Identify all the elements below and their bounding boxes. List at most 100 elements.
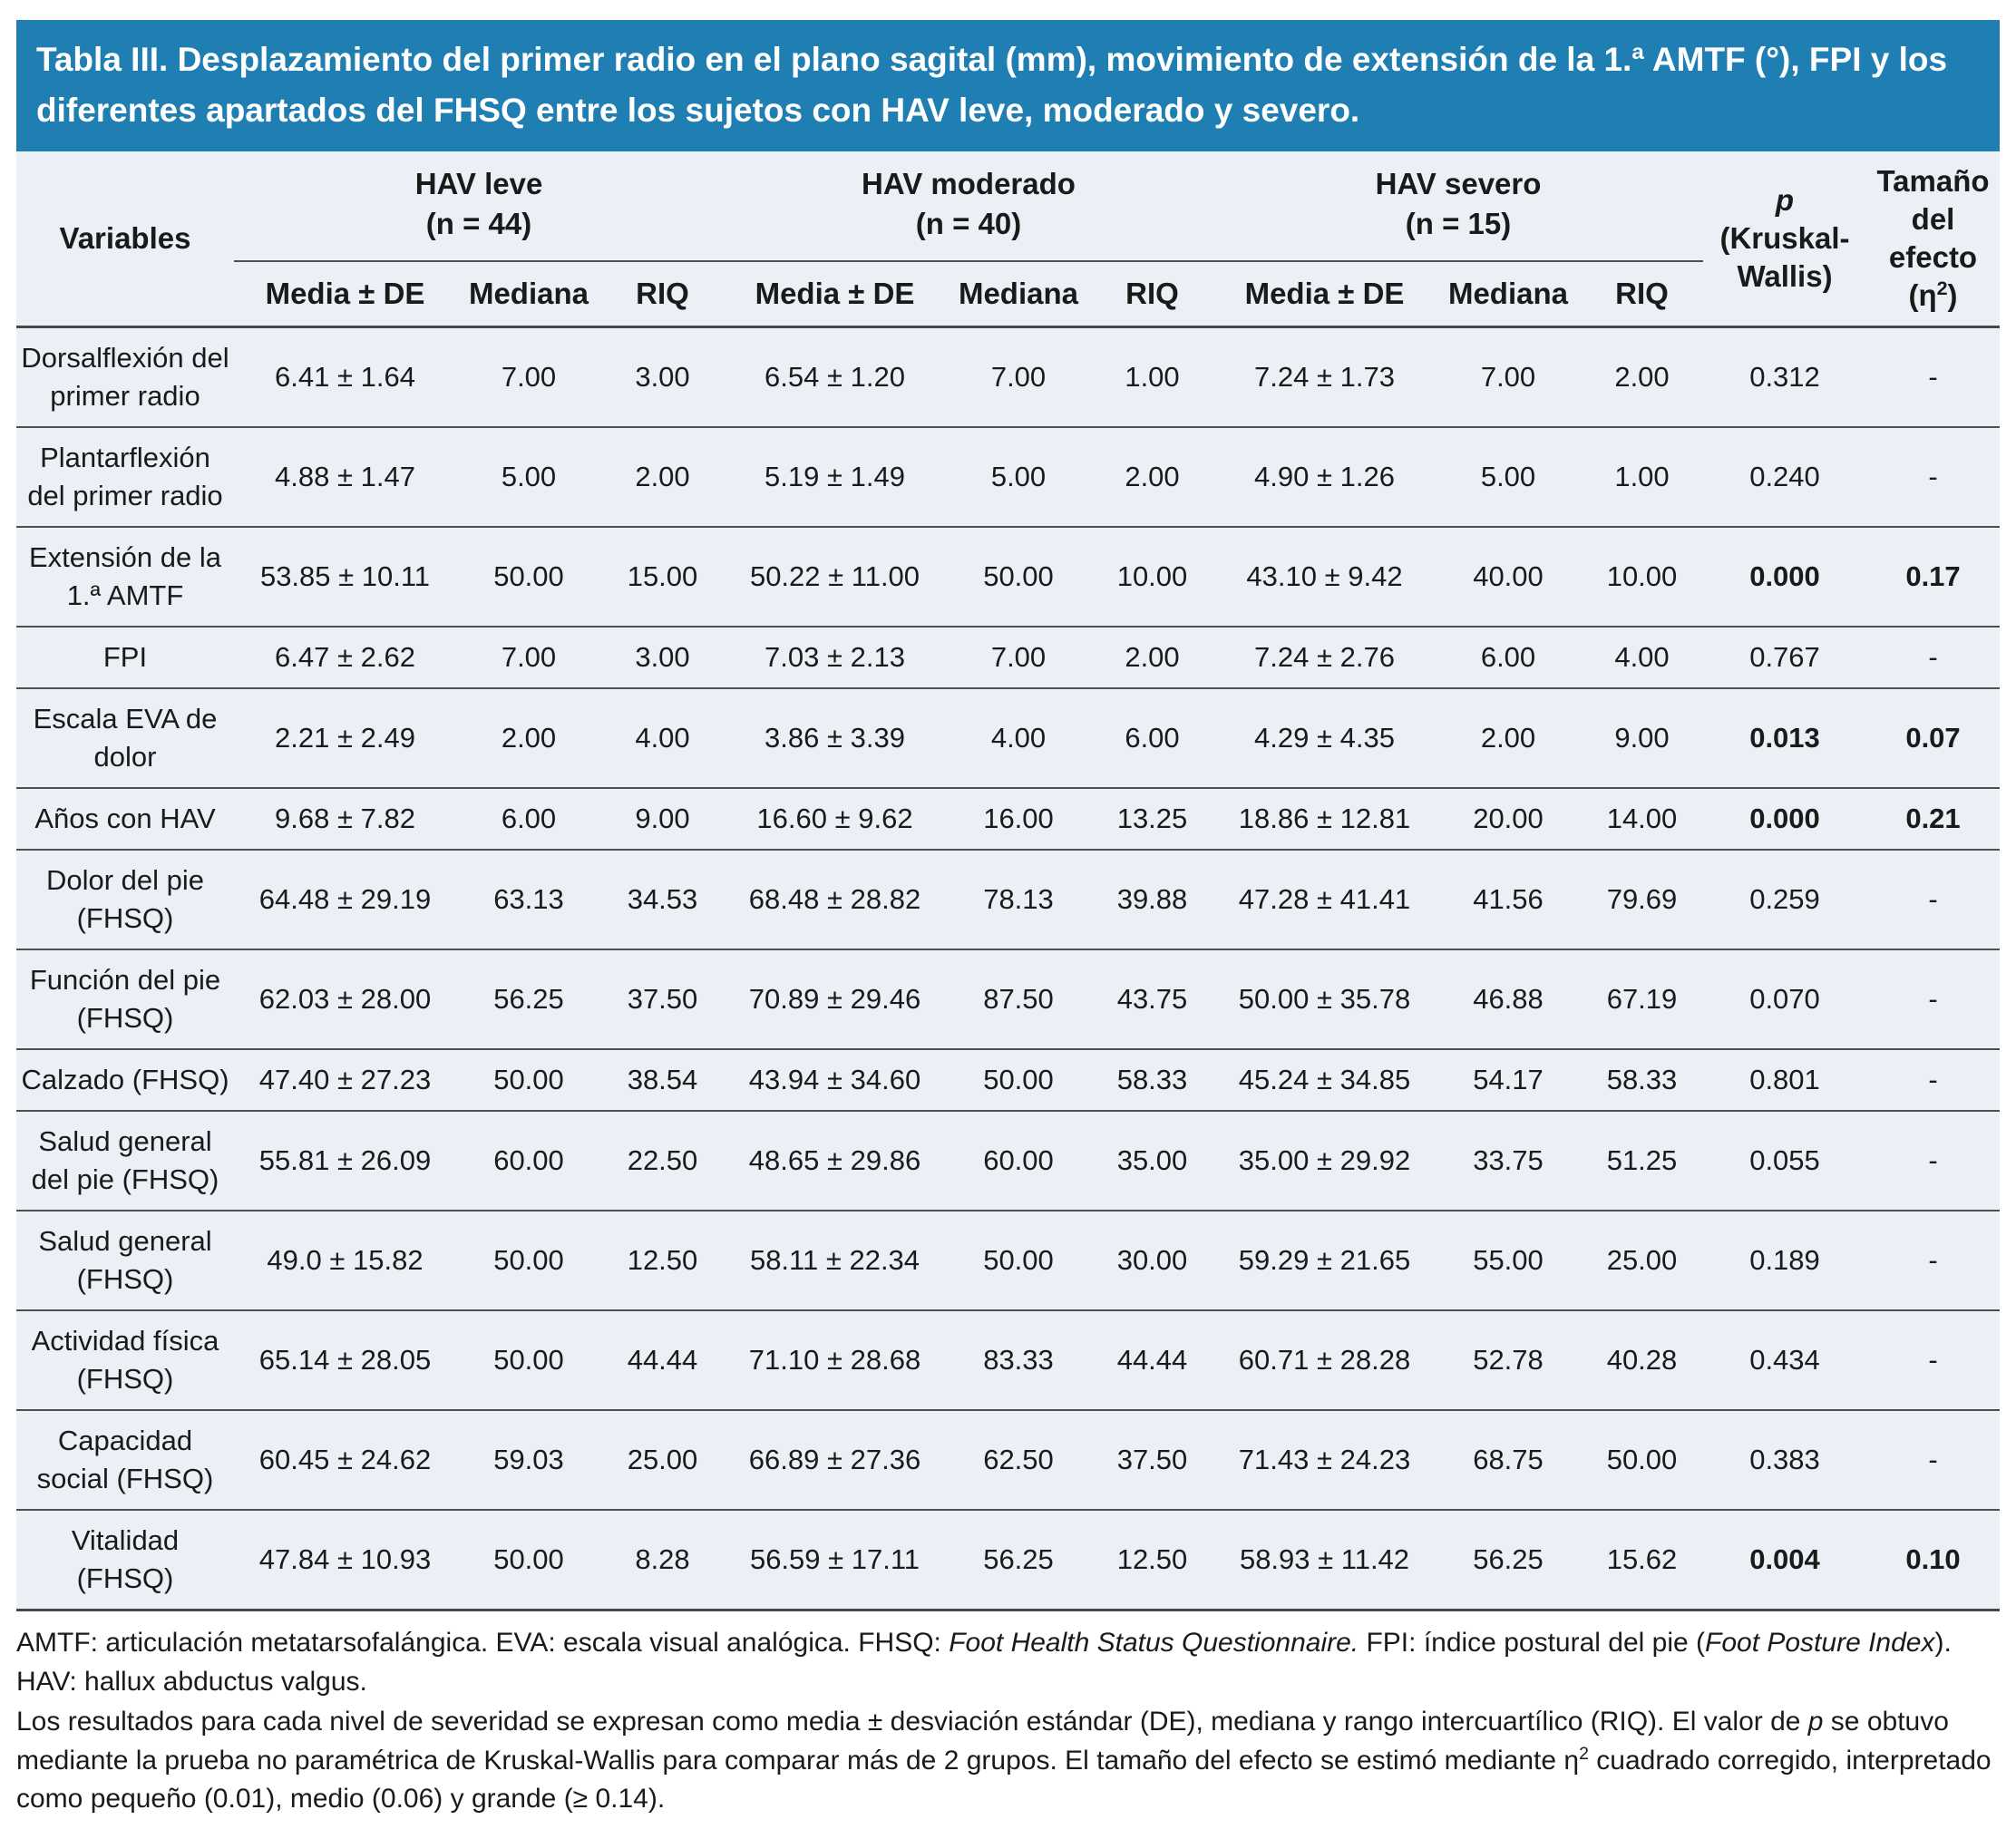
value-cell: 5.19 ± 1.49 — [724, 427, 946, 528]
value-cell: 2.00 — [1091, 427, 1213, 528]
value-cell: 4.00 — [946, 688, 1091, 789]
value-cell: 68.75 — [1436, 1410, 1581, 1511]
variable-cell: FPI — [16, 627, 234, 689]
value-cell: 5.00 — [1436, 427, 1581, 528]
p-value-cell: 0.312 — [1703, 326, 1866, 428]
value-cell: 4.00 — [1581, 627, 1703, 689]
value-cell: 35.00 ± 29.92 — [1213, 1111, 1436, 1211]
value-cell: 4.90 ± 1.26 — [1213, 427, 1436, 528]
effect-size-cell: - — [1866, 1049, 2000, 1112]
table-row: Calzado (FHSQ) 47.40 ± 27.23 50.00 38.54… — [16, 1049, 2000, 1112]
subheader-media-de: Media ± DE — [234, 260, 456, 328]
value-cell: 4.29 ± 4.35 — [1213, 688, 1436, 789]
value-cell: 64.48 ± 29.19 — [234, 850, 456, 950]
table-row: Dolor del pie (FHSQ) 64.48 ± 29.19 63.13… — [16, 850, 2000, 950]
table-row: Salud general (FHSQ) 49.0 ± 15.82 50.00 … — [16, 1211, 2000, 1311]
value-cell: 47.40 ± 27.23 — [234, 1049, 456, 1112]
effect-size-cell: - — [1866, 1410, 2000, 1511]
value-cell: 67.19 — [1581, 949, 1703, 1050]
table-row: Salud general del pie (FHSQ) 55.81 ± 26.… — [16, 1111, 2000, 1211]
subheader-mediana: Mediana — [1436, 260, 1581, 328]
value-cell: 50.00 — [946, 527, 1091, 628]
value-cell: 1.00 — [1581, 427, 1703, 528]
value-cell: 6.00 — [1436, 627, 1581, 689]
value-cell: 6.47 ± 2.62 — [234, 627, 456, 689]
value-cell: 50.00 — [456, 1510, 601, 1611]
value-cell: 2.21 ± 2.49 — [234, 688, 456, 789]
value-cell: 16.00 — [946, 788, 1091, 851]
value-cell: 10.00 — [1581, 527, 1703, 628]
table-row: Actividad física (FHSQ) 65.14 ± 28.05 50… — [16, 1310, 2000, 1411]
value-cell: 33.75 — [1436, 1111, 1581, 1211]
value-cell: 13.25 — [1091, 788, 1213, 851]
value-cell: 59.03 — [456, 1410, 601, 1511]
value-cell: 56.25 — [1436, 1510, 1581, 1611]
subheader-riq: RIQ — [601, 260, 724, 328]
variable-cell: Calzado (FHSQ) — [16, 1049, 234, 1112]
value-cell: 25.00 — [1581, 1211, 1703, 1311]
value-cell: 79.69 — [1581, 850, 1703, 950]
value-cell: 47.84 ± 10.93 — [234, 1510, 456, 1611]
value-cell: 5.00 — [946, 427, 1091, 528]
subheader-riq: RIQ — [1581, 260, 1703, 328]
p-value-cell: 0.434 — [1703, 1310, 1866, 1411]
value-cell: 58.33 — [1581, 1049, 1703, 1112]
variable-cell: Dorsalflexión del primer radio — [16, 326, 234, 428]
table-header: Variables HAV leve (n = 44) HAV moderado… — [16, 151, 2000, 328]
value-cell: 60.00 — [456, 1111, 601, 1211]
value-cell: 58.93 ± 11.42 — [1213, 1510, 1436, 1611]
value-cell: 6.00 — [1091, 688, 1213, 789]
value-cell: 2.00 — [456, 688, 601, 789]
variable-cell: Años con HAV — [16, 788, 234, 851]
variable-cell: Salud general (FHSQ) — [16, 1211, 234, 1311]
value-cell: 12.50 — [1091, 1510, 1213, 1611]
value-cell: 50.00 ± 35.78 — [1213, 949, 1436, 1050]
p-value-cell: 0.240 — [1703, 427, 1866, 528]
value-cell: 43.75 — [1091, 949, 1213, 1050]
value-cell: 55.81 ± 26.09 — [234, 1111, 456, 1211]
effect-size-header: Tamaño del efecto (η2) — [1866, 151, 2000, 328]
value-cell: 7.24 ± 1.73 — [1213, 326, 1436, 428]
value-cell: 56.25 — [456, 949, 601, 1050]
variable-cell: Plantarflexión del primer radio — [16, 427, 234, 528]
value-cell: 16.60 ± 9.62 — [724, 788, 946, 851]
effect-size-cell: - — [1866, 326, 2000, 428]
value-cell: 87.50 — [946, 949, 1091, 1050]
value-cell: 50.00 — [456, 1049, 601, 1112]
value-cell: 54.17 — [1436, 1049, 1581, 1112]
value-cell: 20.00 — [1436, 788, 1581, 851]
variable-cell: Vitalidad (FHSQ) — [16, 1510, 234, 1611]
value-cell: 1.00 — [1091, 326, 1213, 428]
value-cell: 2.00 — [601, 427, 724, 528]
value-cell: 7.00 — [1436, 326, 1581, 428]
value-cell: 50.00 — [456, 1211, 601, 1311]
table-row: Años con HAV 9.68 ± 7.82 6.00 9.00 16.60… — [16, 788, 2000, 851]
variable-cell: Capacidad social (FHSQ) — [16, 1410, 234, 1511]
value-cell: 50.00 — [946, 1049, 1091, 1112]
value-cell: 15.62 — [1581, 1510, 1703, 1611]
value-cell: 25.00 — [601, 1410, 724, 1511]
effect-size-cell: - — [1866, 949, 2000, 1050]
effect-size-cell: - — [1866, 850, 2000, 950]
value-cell: 7.00 — [456, 627, 601, 689]
group-header-row: Variables HAV leve (n = 44) HAV moderado… — [16, 151, 2000, 328]
effect-size-cell: 0.17 — [1866, 527, 2000, 628]
subheader-mediana: Mediana — [946, 260, 1091, 328]
value-cell: 37.50 — [601, 949, 724, 1050]
footnote-abbreviations: AMTF: articulación metatarsofalángica. E… — [16, 1628, 1952, 1697]
value-cell: 4.00 — [601, 688, 724, 789]
value-cell: 44.44 — [1091, 1310, 1213, 1411]
variable-cell: Dolor del pie (FHSQ) — [16, 850, 234, 950]
value-cell: 35.00 — [1091, 1111, 1213, 1211]
value-cell: 50.22 ± 11.00 — [724, 527, 946, 628]
value-cell: 9.00 — [1581, 688, 1703, 789]
value-cell: 53.85 ± 10.11 — [234, 527, 456, 628]
value-cell: 47.28 ± 41.41 — [1213, 850, 1436, 950]
value-cell: 4.88 ± 1.47 — [234, 427, 456, 528]
variable-cell: Actividad física (FHSQ) — [16, 1310, 234, 1411]
value-cell: 38.54 — [601, 1049, 724, 1112]
p-value-cell: 0.055 — [1703, 1111, 1866, 1211]
p-kruskal-wallis-header: p (Kruskal-Wallis) — [1703, 151, 1866, 328]
subheader-mediana: Mediana — [456, 260, 601, 328]
effect-size-cell: 0.10 — [1866, 1510, 2000, 1611]
